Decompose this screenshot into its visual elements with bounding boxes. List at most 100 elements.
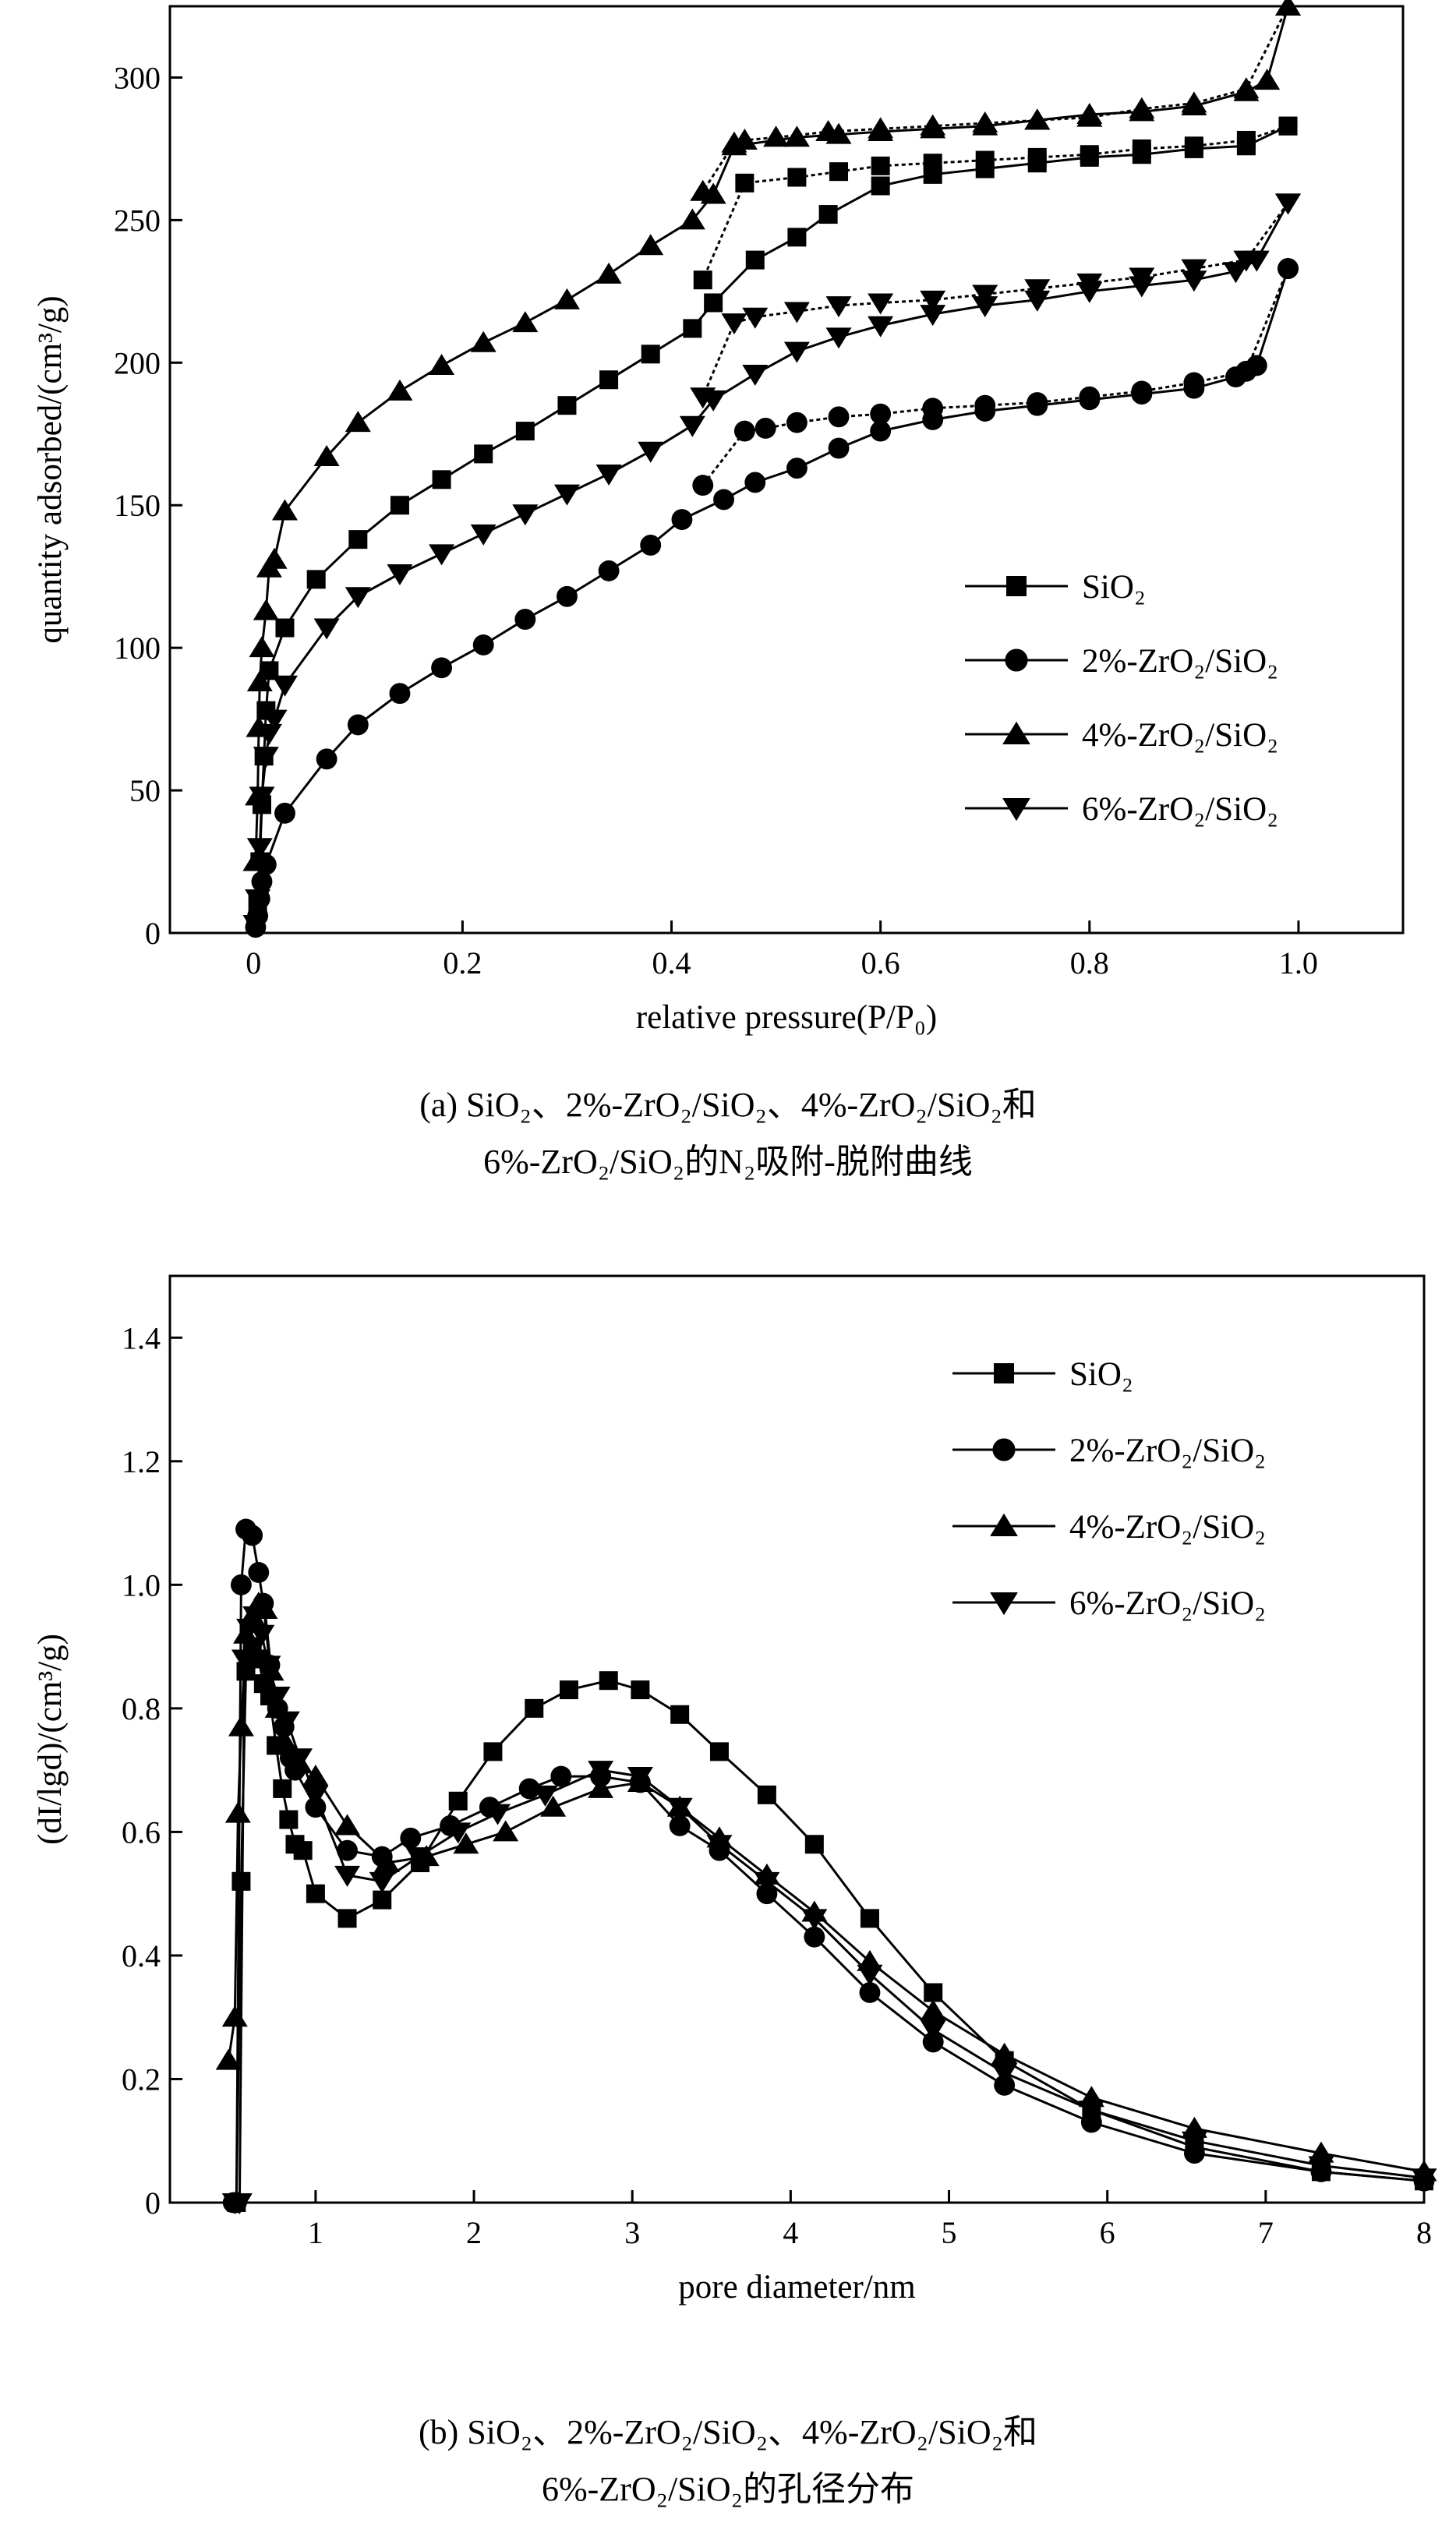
data-point xyxy=(1308,2156,1334,2178)
data-point xyxy=(493,1820,519,1842)
data-point xyxy=(453,1832,479,1854)
x-tick-label: 2 xyxy=(466,2215,482,2250)
data-point xyxy=(1275,0,1302,16)
data-point xyxy=(994,2074,1016,2096)
data-point xyxy=(1233,77,1260,99)
data-point xyxy=(693,270,712,290)
data-point xyxy=(692,475,714,496)
data-point xyxy=(1076,105,1103,127)
data-point xyxy=(922,2031,944,2053)
data-point xyxy=(242,915,269,937)
data-point xyxy=(275,618,295,638)
data-point xyxy=(920,2020,946,2042)
data-point xyxy=(302,1785,329,1807)
data-point xyxy=(559,1680,578,1700)
caption-b-line2: 6%-ZrO₂/SiO₂的孔径分布 xyxy=(542,2470,914,2508)
data-point xyxy=(261,547,288,569)
data-point xyxy=(253,747,279,769)
legend: SiO₂ 2%-ZrO₂/SiO₂ 4%-ZrO₂/SiO₂ 6%-ZrO₂/SiO₂ xyxy=(952,1356,1266,1622)
data-point xyxy=(595,464,622,486)
data-point xyxy=(801,1909,828,1931)
data-point xyxy=(242,850,269,871)
data-point xyxy=(1131,380,1153,402)
data-point xyxy=(641,345,660,364)
data-point xyxy=(448,1791,468,1811)
caption-b-line1: (b) SiO₂、2%-ZrO₂/SiO₂、4%-ZrO₂/SiO₂和 xyxy=(419,2413,1037,2451)
series-triangle-down xyxy=(221,1606,1437,2214)
data-point xyxy=(706,1835,733,1857)
data-point xyxy=(400,1827,422,1849)
x-tick-label: 6 xyxy=(1100,2215,1115,2250)
data-point xyxy=(515,422,535,441)
data-point xyxy=(870,420,892,442)
data-point xyxy=(1024,279,1051,301)
data-point xyxy=(598,560,620,581)
data-point xyxy=(631,1680,650,1700)
data-point xyxy=(287,1748,313,1770)
data-point xyxy=(431,657,453,679)
data-point xyxy=(972,284,998,306)
data-point xyxy=(923,154,942,173)
data-point xyxy=(1183,372,1205,394)
data-point xyxy=(763,125,790,147)
series-triangle-up xyxy=(242,0,1302,871)
legend-marker xyxy=(992,1438,1016,1461)
data-point xyxy=(474,444,493,464)
series-line xyxy=(235,1643,1425,2203)
y-tick-label: 0.6 xyxy=(122,1814,161,1850)
x-tick-label: 0.6 xyxy=(861,945,900,981)
data-point xyxy=(735,173,755,193)
data-point xyxy=(445,1822,472,1844)
data-point xyxy=(512,504,539,526)
data-point xyxy=(859,1982,881,2003)
plot-frame xyxy=(168,5,1405,935)
data-point xyxy=(532,1785,558,1807)
data-point xyxy=(249,636,275,658)
x-tick-label: 1.0 xyxy=(1279,945,1318,981)
data-point xyxy=(337,1839,358,1861)
chart-b: 0 0.2 0.4 0.6 0.8 1.0 1.2 1.4 1 2 3 4 5 6 7 8 pore diame… xyxy=(32,1274,1437,2306)
data-point xyxy=(337,1909,357,1928)
data-point xyxy=(786,458,808,479)
series-line xyxy=(227,1601,1425,2173)
data-point xyxy=(1222,262,1249,284)
data-point xyxy=(669,1815,691,1836)
data-point xyxy=(868,293,894,315)
data-point xyxy=(242,1606,269,1627)
legend-marker xyxy=(994,1363,1014,1383)
data-point xyxy=(264,1687,291,1708)
data-point xyxy=(230,1574,252,1595)
data-point xyxy=(1181,259,1207,281)
data-point xyxy=(274,802,295,824)
data-point xyxy=(972,296,998,318)
data-point xyxy=(1078,2101,1104,2122)
data-point xyxy=(550,1765,572,1787)
legend-label: 2%-ZrO₂/SiO₂ xyxy=(1069,1433,1266,1469)
data-point xyxy=(991,2063,1018,2085)
data-point xyxy=(721,131,747,153)
data-point xyxy=(306,1884,325,1903)
data-point xyxy=(920,1999,946,2021)
y-tick-label: 150 xyxy=(114,488,161,523)
legend-label: 6%-ZrO₂/SiO₂ xyxy=(1082,791,1278,828)
data-point xyxy=(991,2042,1018,2064)
legend-marker xyxy=(1002,798,1030,822)
data-point xyxy=(815,119,842,141)
data-point xyxy=(429,353,455,375)
x-axis-title: pore diameter/nm xyxy=(678,2269,915,2306)
data-point xyxy=(733,420,755,442)
data-point xyxy=(1080,145,1099,164)
data-point xyxy=(640,535,662,556)
data-point xyxy=(248,1562,270,1583)
data-point xyxy=(1027,147,1047,167)
data-point xyxy=(757,1785,776,1804)
data-point xyxy=(742,307,769,329)
data-point xyxy=(1235,360,1257,382)
data-point xyxy=(1024,290,1051,312)
y-tick-label: 0 xyxy=(145,916,161,951)
data-point xyxy=(334,1865,361,1887)
data-point xyxy=(924,1983,943,2002)
data-point xyxy=(373,1890,392,1910)
legend-marker xyxy=(990,1592,1018,1616)
